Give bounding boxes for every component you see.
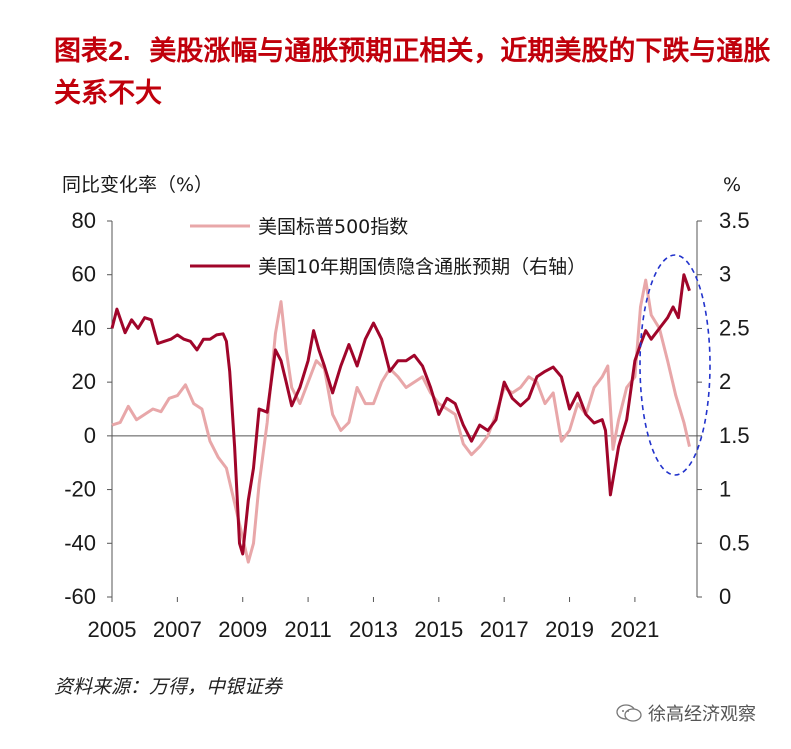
y-right-tick-label: 1.5 xyxy=(719,423,750,448)
line-chart: 同比变化率（%） % 80 60 40 20 0 -20 -40 -60 3.5 3 2.5 2 1.5… xyxy=(62,174,750,642)
x-tick-label: 2013 xyxy=(349,617,398,642)
y-right-tick-label: 3 xyxy=(719,262,731,287)
series-layer xyxy=(110,273,691,564)
y-right-tick-label: 3.5 xyxy=(719,208,750,233)
source-note: 资料来源：万得，中银证券 xyxy=(54,676,283,698)
x-tick-label: 2021 xyxy=(610,617,659,642)
title-text: 美股涨幅与通胀预期正相关，近期美股的下跌与通胀关系不大 xyxy=(54,36,771,109)
legend-label-breakeven: 美国10年期国债隐含通胀预期（右轴） xyxy=(258,256,586,278)
x-tick-label: 2007 xyxy=(153,617,202,642)
series-line-breakeven xyxy=(110,273,691,556)
y-right-tick-label: 2 xyxy=(719,369,731,394)
y-right-tick-label: 2.5 xyxy=(719,315,750,340)
x-tick-label: 2011 xyxy=(284,617,331,642)
x-tick-label: 2009 xyxy=(218,617,267,642)
watermark: 徐高经济观察 xyxy=(616,700,756,726)
figure-title: 图表2. 美股涨幅与通胀预期正相关，近期美股的下跌与通胀关系不大 xyxy=(54,30,774,115)
y-left-tick-label: -60 xyxy=(64,584,96,609)
x-tick-label: 2015 xyxy=(414,617,463,642)
legend: 美国标普500指数 美国10年期国债隐含通胀预期（右轴） xyxy=(190,216,586,278)
x-tick-label: 2005 xyxy=(88,617,137,642)
axes: 80 60 40 20 0 -20 -40 -60 3.5 3 2.5 2 1.5 1 0.5 0 2005 20… xyxy=(64,208,749,642)
y-right-tick-label: 0 xyxy=(719,584,731,609)
title-number: 2. xyxy=(108,36,131,66)
y-left-tick-label: 80 xyxy=(72,208,96,233)
legend-label-sp500: 美国标普500指数 xyxy=(258,216,408,238)
y-right-tick-label: 0.5 xyxy=(719,530,750,555)
y-right-axis-label: % xyxy=(723,174,741,196)
highlight-ellipse xyxy=(639,254,711,476)
x-tick-label: 2019 xyxy=(545,617,594,642)
x-tick-label: 2017 xyxy=(480,617,529,642)
series-line-sp500 xyxy=(111,278,691,564)
y-left-tick-label: 40 xyxy=(72,315,96,340)
y-left-tick-label: -40 xyxy=(64,530,96,555)
title-prefix: 图表 xyxy=(54,36,108,67)
y-left-tick-label: -20 xyxy=(64,477,96,502)
watermark-text: 徐高经济观察 xyxy=(648,704,756,725)
y-left-axis-label: 同比变化率（%） xyxy=(62,174,213,196)
chat-bubble-icon xyxy=(616,704,642,722)
y-left-tick-label: 20 xyxy=(72,369,96,394)
y-left-tick-label: 0 xyxy=(84,423,96,448)
y-left-tick-label: 60 xyxy=(72,262,96,287)
y-right-tick-label: 1 xyxy=(719,477,731,502)
